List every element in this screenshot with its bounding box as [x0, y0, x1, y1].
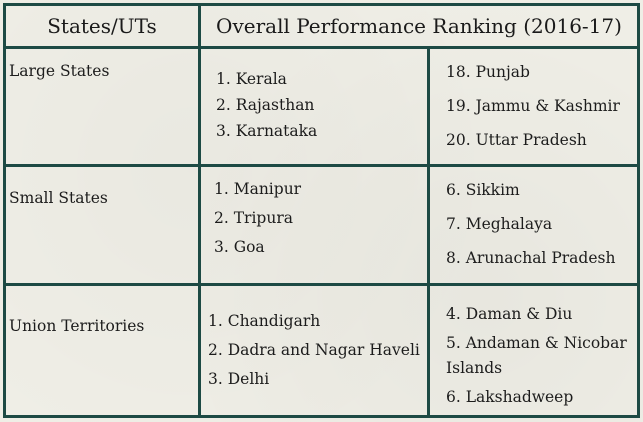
list-item: 7. Meghalaya	[446, 215, 553, 233]
list-item: 5. Andaman & Nicobar Islands	[446, 334, 627, 377]
row-label-small-states: Small States	[9, 189, 108, 207]
small-states-top-list: 1. Manipur 2. Tripura 3. Goa	[214, 175, 426, 262]
list-item: 1. Chandigarh	[208, 312, 321, 330]
list-item: 19. Jammu & Kashmir	[446, 97, 620, 115]
union-territories-bottom-list: 4. Daman & Diu 5. Andaman & Nicobar Isla…	[446, 302, 634, 410]
small-states-bottom-list: 6. Sikkim 7. Meghalaya 8. Arunachal Prad…	[446, 173, 634, 275]
header-performance-ranking: Overall Performance Ranking (2016-17)	[216, 14, 622, 38]
list-item: 3. Karnataka	[216, 122, 318, 140]
list-item: 4. Daman & Diu	[446, 305, 573, 323]
table-border-left	[3, 3, 6, 418]
row-divider-1	[3, 164, 640, 167]
table-border-top	[3, 3, 640, 6]
list-item: 2. Dadra and Nagar Haveli	[208, 341, 420, 359]
large-states-bottom-list: 18. Punjab 19. Jammu & Kashmir 20. Uttar…	[446, 55, 634, 157]
list-item: 18. Punjab	[446, 63, 530, 81]
column-divider-1	[198, 3, 201, 418]
list-item: 20. Uttar Pradesh	[446, 131, 587, 149]
header-states-uts: States/UTs	[47, 14, 157, 38]
header-divider	[3, 46, 640, 49]
list-item: 3. Delhi	[208, 370, 270, 388]
list-item: 1. Kerala	[216, 70, 287, 88]
union-territories-top-list: 1. Chandigarh 2. Dadra and Nagar Haveli …	[208, 307, 426, 394]
row-divider-2	[3, 283, 640, 286]
column-divider-2	[427, 46, 430, 418]
row-label-large-states: Large States	[9, 62, 110, 80]
list-item: 8. Arunachal Pradesh	[446, 249, 616, 267]
list-item: 1. Manipur	[214, 180, 302, 198]
large-states-top-list: 1. Kerala 2. Rajasthan 3. Karnataka	[216, 66, 426, 144]
table-border-right	[637, 3, 640, 418]
table-border-bottom	[3, 415, 640, 418]
row-label-union-territories: Union Territories	[9, 317, 145, 335]
list-item: 3. Goa	[214, 238, 265, 256]
list-item: 2. Tripura	[214, 209, 293, 227]
list-item: 6. Sikkim	[446, 181, 520, 199]
list-item: 2. Rajasthan	[216, 96, 315, 114]
list-item: 6. Lakshadweep	[446, 388, 574, 406]
